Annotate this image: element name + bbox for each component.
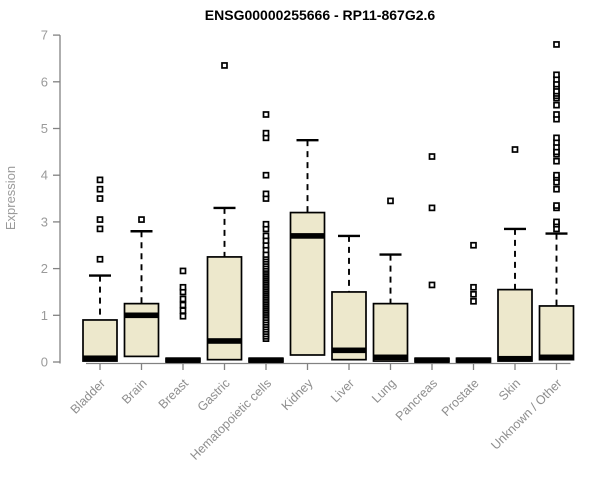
x-tick-label: Hematopoietic cells — [188, 376, 275, 463]
outlier-marker — [179, 312, 187, 320]
y-tick-label: 0 — [41, 355, 48, 370]
x-tick-label: Prostate — [439, 376, 482, 419]
outlier-marker — [553, 101, 560, 109]
outlier-marker — [553, 111, 560, 118]
boxplot-kidney — [289, 138, 326, 356]
median-bar — [415, 357, 449, 363]
x-tick-label: Pancreas — [393, 376, 440, 423]
y-axis-label: Expression — [3, 166, 18, 230]
outlier-marker — [387, 197, 394, 205]
x-tick-label: Liver — [328, 376, 357, 405]
outlier-marker — [262, 190, 270, 198]
boxplot-hematopoietic-cells — [248, 111, 284, 363]
outlier-marker — [96, 225, 104, 233]
outlier-marker — [553, 202, 560, 209]
outlier-marker — [553, 185, 560, 193]
iqr-box — [123, 302, 160, 358]
y-axis: 0 1 2 3 4 5 6 7 — [41, 28, 61, 370]
y-tick-label: 6 — [41, 74, 48, 89]
outlier-marker — [553, 171, 560, 179]
outlier-marker — [553, 157, 560, 165]
iqr-box — [372, 302, 409, 362]
x-tick-label: Unknown / Other — [488, 376, 564, 452]
outlier-marker — [553, 218, 560, 226]
boxplot-prostate — [455, 241, 492, 363]
boxplot-series — [82, 41, 575, 363]
boxplot-gastric — [206, 62, 243, 361]
outlier-marker — [262, 129, 270, 137]
outlier-marker — [470, 290, 477, 298]
outlier-marker — [138, 216, 145, 223]
outlier-marker — [262, 220, 270, 228]
boxplot-bladder — [82, 176, 118, 362]
outlier-marker — [511, 146, 519, 153]
boxplot-breast — [165, 267, 201, 363]
median-bar — [498, 355, 532, 362]
outlier-marker — [179, 295, 187, 303]
boxplot-skin — [497, 146, 533, 362]
boxplot-pancreas — [414, 153, 450, 363]
x-tick-label: Lung — [369, 376, 399, 406]
x-tick-label: Gastric — [195, 376, 233, 414]
median-bar — [166, 357, 200, 363]
boxplot-liver — [331, 234, 367, 361]
outlier-marker — [262, 111, 270, 118]
median-bar — [539, 354, 574, 361]
outlier-marker — [553, 134, 560, 142]
iqr-box — [497, 288, 533, 362]
median-bar — [290, 233, 325, 239]
outlier-marker — [96, 185, 104, 193]
median-bar — [207, 338, 242, 344]
y-tick-label: 1 — [41, 308, 48, 323]
outlier-marker — [553, 41, 560, 48]
outlier-marker — [179, 301, 187, 309]
median-bar — [83, 355, 117, 362]
iqr-box — [82, 319, 118, 362]
median-bar — [249, 357, 283, 363]
boxplot-brain — [123, 216, 160, 358]
outlier-marker — [179, 307, 187, 314]
outlier-marker — [428, 281, 436, 289]
outlier-marker — [470, 283, 477, 291]
y-tick-label: 7 — [41, 28, 48, 43]
iqr-box — [538, 305, 575, 361]
x-tick-label: Breast — [156, 376, 192, 412]
chart-title: ENSG00000255666 - RP11-867G2.6 — [205, 7, 436, 23]
outlier-marker — [553, 71, 560, 79]
median-bar — [124, 312, 159, 319]
median-bar — [456, 357, 491, 363]
x-tick-label: Bladder — [68, 376, 108, 416]
outlier-marker — [470, 297, 477, 305]
iqr-box — [206, 256, 243, 361]
y-tick-label: 4 — [41, 168, 48, 183]
y-tick-label: 5 — [41, 121, 48, 136]
outlier-marker — [96, 195, 104, 202]
outlier-marker — [179, 267, 187, 275]
x-tick-label: Kidney — [279, 376, 316, 413]
outlier-marker — [262, 232, 270, 240]
outlier-marker — [428, 204, 436, 212]
outlier-marker — [428, 153, 436, 160]
boxplot-unknown-other — [538, 41, 575, 361]
outlier-marker — [179, 283, 187, 291]
y-tick-label: 2 — [41, 261, 48, 276]
median-bar — [373, 354, 408, 361]
y-tick-label: 3 — [41, 214, 48, 229]
x-tick-label: Brain — [119, 376, 150, 407]
boxplot-lung — [372, 197, 409, 362]
outlier-marker — [96, 176, 104, 184]
x-tick-label: Skin — [496, 376, 523, 403]
outlier-marker — [96, 216, 104, 223]
outlier-marker — [262, 171, 270, 179]
outlier-marker — [470, 241, 477, 249]
outlier-marker — [96, 255, 104, 263]
outlier-marker — [221, 62, 228, 69]
median-bar — [332, 347, 366, 354]
